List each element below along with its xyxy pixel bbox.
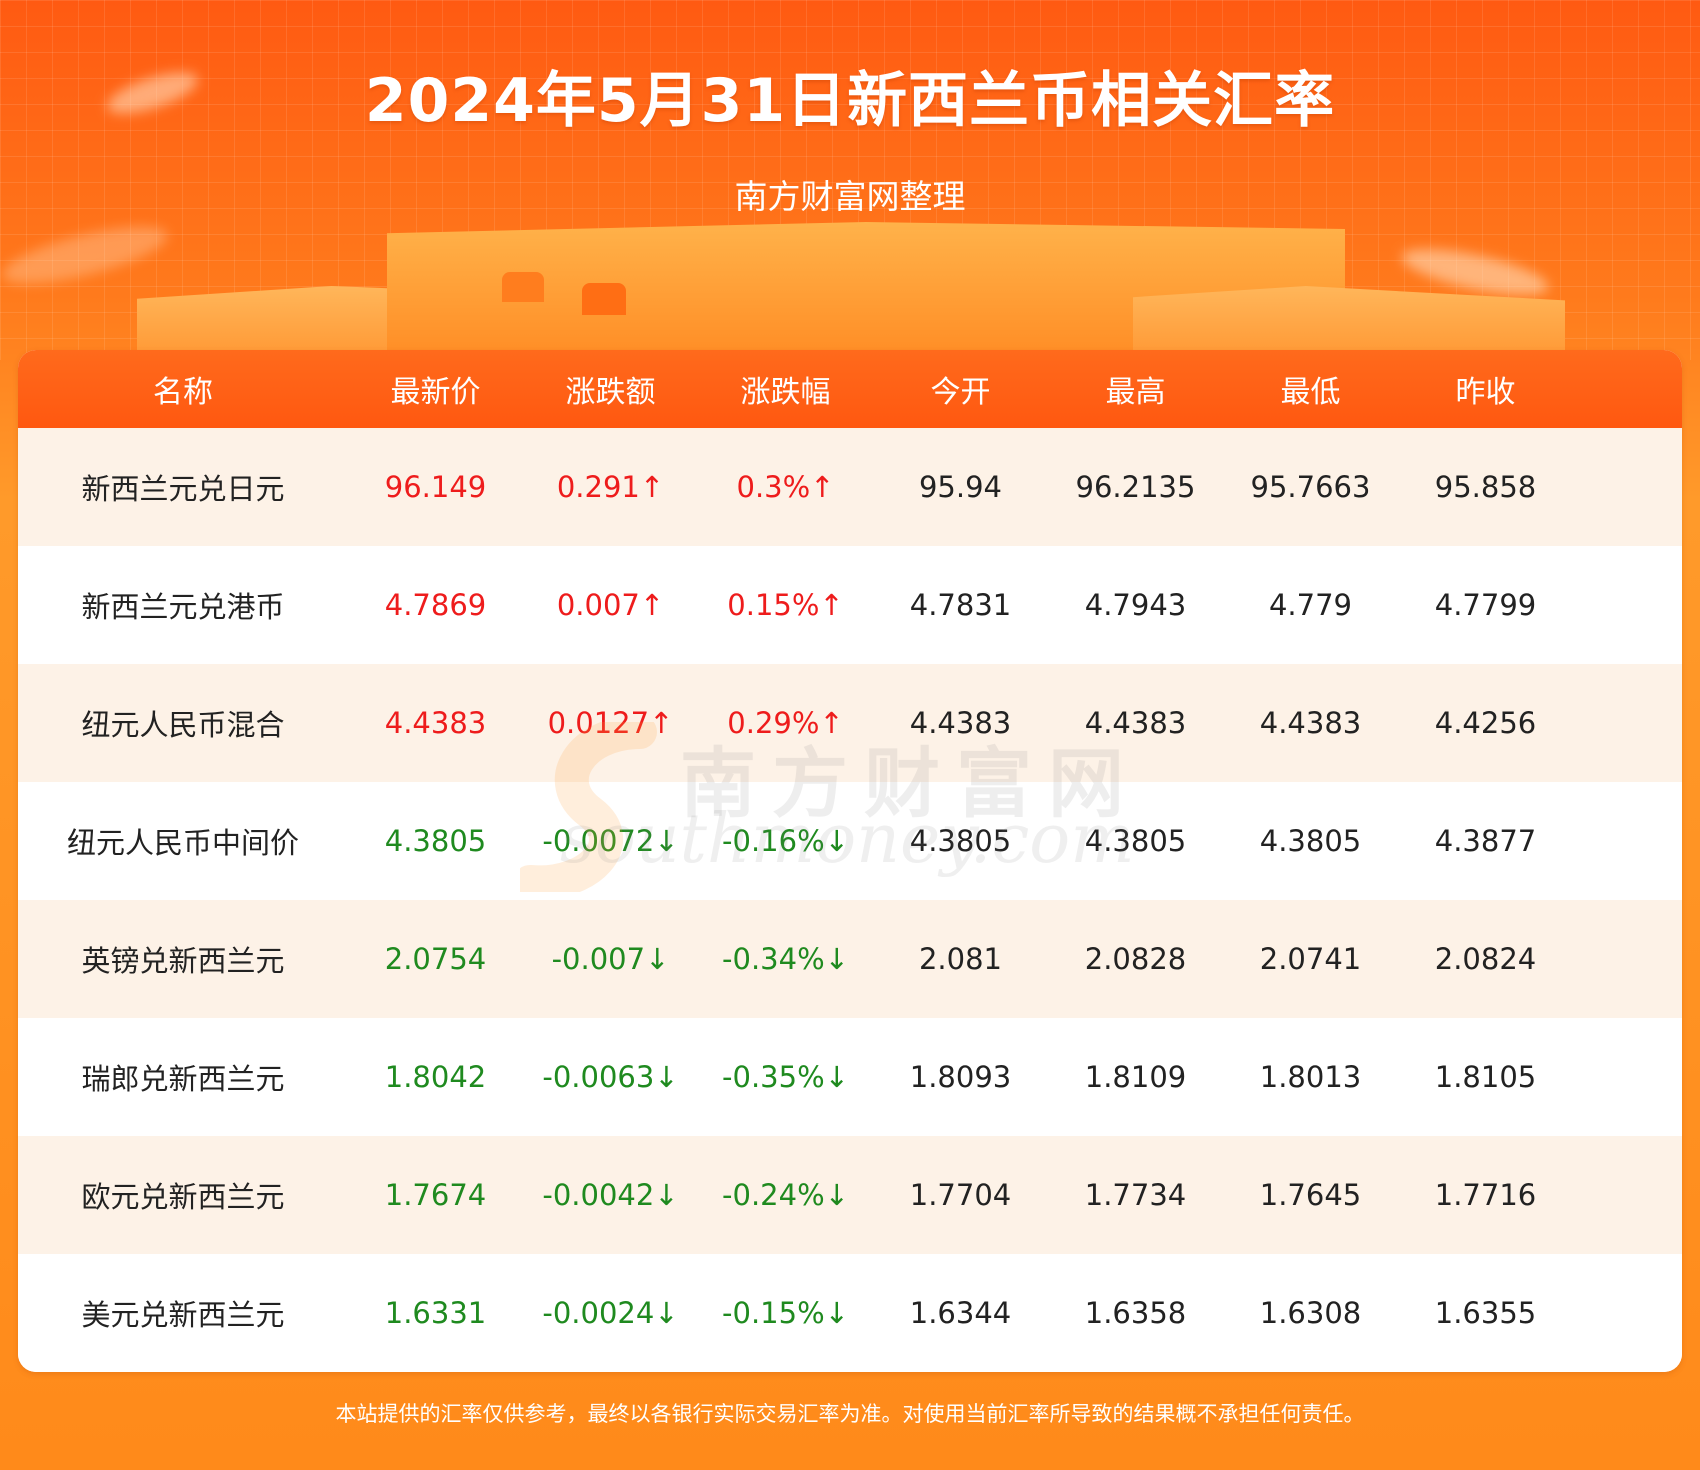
cell-price: 1.6331 — [384, 1296, 487, 1330]
cell-high: 4.7943 — [1084, 588, 1187, 622]
cell-prev-close: 4.4256 — [1434, 706, 1537, 740]
cell-open: 1.7704 — [909, 1178, 1012, 1212]
cell-open: 4.3805 — [909, 824, 1012, 858]
cell-low: 4.779 — [1268, 588, 1353, 622]
table-row: 美元兑新西兰元 1.6331 -0.0024↓ -0.15%↓ 1.6344 1… — [18, 1254, 1682, 1372]
cell-change: -0.0063↓ — [542, 1060, 679, 1094]
header-name: 名称 — [153, 375, 213, 410]
decorative-chimney — [582, 283, 626, 315]
cell-open: 1.8093 — [909, 1060, 1012, 1094]
cell-name: 新西兰元兑港币 — [81, 590, 285, 624]
cell-price: 1.7674 — [384, 1178, 487, 1212]
cell-prev-close: 4.7799 — [1434, 588, 1537, 622]
cell-price: 2.0754 — [384, 942, 487, 976]
cell-price: 4.7869 — [384, 588, 487, 622]
table-row: 新西兰元兑日元 96.149 0.291↑ 0.3%↑ 95.94 96.213… — [18, 428, 1682, 546]
cell-change-pct: 0.29%↑ — [727, 706, 844, 740]
cell-high: 2.0828 — [1084, 942, 1187, 976]
cell-change-pct: 0.15%↑ — [727, 588, 844, 622]
cell-change-pct: -0.15%↓ — [722, 1296, 849, 1330]
cell-change-pct: -0.35%↓ — [722, 1060, 849, 1094]
cell-change-pct: -0.34%↓ — [722, 942, 849, 976]
cell-name: 纽元人民币混合 — [81, 708, 285, 742]
cell-change-pct: 0.3%↑ — [736, 470, 835, 504]
table-row: 新西兰元兑港币 4.7869 0.007↑ 0.15%↑ 4.7831 4.79… — [18, 546, 1682, 664]
cell-high: 4.4383 — [1084, 706, 1187, 740]
cell-change: 0.007↑ — [556, 588, 665, 622]
cell-low: 1.7645 — [1259, 1178, 1362, 1212]
cell-prev-close: 2.0824 — [1434, 942, 1537, 976]
table-row: 纽元人民币混合 4.4383 0.0127↑ 0.29%↑ 4.4383 4.4… — [18, 664, 1682, 782]
cell-price: 4.4383 — [384, 706, 487, 740]
cell-change: -0.007↓ — [551, 942, 670, 976]
table-row: 英镑兑新西兰元 2.0754 -0.007↓ -0.34%↓ 2.081 2.0… — [18, 900, 1682, 1018]
cell-low: 4.3805 — [1259, 824, 1362, 858]
cell-low: 95.7663 — [1250, 470, 1371, 504]
cell-change: -0.0042↓ — [542, 1178, 679, 1212]
cell-change: 0.291↑ — [556, 470, 665, 504]
cell-change-pct: -0.16%↓ — [722, 824, 849, 858]
cell-price: 1.8042 — [384, 1060, 487, 1094]
cell-open: 1.6344 — [909, 1296, 1012, 1330]
header-prev-close: 昨收 — [1455, 375, 1516, 410]
header-price: 最新价 — [390, 375, 481, 410]
page-title: 2024年5月31日新西兰币相关汇率 — [364, 66, 1336, 136]
cell-low: 4.4383 — [1259, 706, 1362, 740]
table-row: 纽元人民币中间价 4.3805 -0.0072↓ -0.16%↓ 4.3805 … — [18, 782, 1682, 900]
cell-name: 新西兰元兑日元 — [81, 472, 285, 506]
cell-name: 英镑兑新西兰元 — [81, 944, 285, 978]
cell-change-pct: -0.24%↓ — [722, 1178, 849, 1212]
header-change-pct: 涨跌幅 — [740, 375, 831, 410]
cell-change: -0.0072↓ — [542, 824, 679, 858]
decorative-chimney — [502, 272, 544, 302]
cell-name: 纽元人民币中间价 — [66, 826, 299, 860]
cell-open: 4.7831 — [909, 588, 1012, 622]
cell-name: 欧元兑新西兰元 — [81, 1180, 285, 1214]
cell-price: 4.3805 — [384, 824, 487, 858]
cell-high: 96.2135 — [1075, 470, 1196, 504]
cell-high: 1.6358 — [1084, 1296, 1187, 1330]
cell-low: 1.6308 — [1259, 1296, 1362, 1330]
header-open: 今开 — [930, 375, 991, 410]
table-row: 欧元兑新西兰元 1.7674 -0.0042↓ -0.24%↓ 1.7704 1… — [18, 1136, 1682, 1254]
header-low: 最低 — [1280, 375, 1341, 410]
cell-high: 4.3805 — [1084, 824, 1187, 858]
cell-prev-close: 95.858 — [1434, 470, 1537, 504]
cell-open: 2.081 — [918, 942, 1003, 976]
cell-name: 美元兑新西兰元 — [81, 1298, 285, 1332]
cell-prev-close: 1.8105 — [1434, 1060, 1537, 1094]
cell-low: 2.0741 — [1259, 942, 1362, 976]
page-subtitle: 南方财富网整理 — [734, 177, 966, 216]
cell-change: -0.0024↓ — [542, 1296, 679, 1330]
cell-open: 95.94 — [918, 470, 1003, 504]
cell-low: 1.8013 — [1259, 1060, 1362, 1094]
cell-name: 瑞郎兑新西兰元 — [81, 1062, 285, 1096]
header-change: 涨跌额 — [565, 375, 656, 410]
cell-prev-close: 1.6355 — [1434, 1296, 1537, 1330]
cell-high: 1.7734 — [1084, 1178, 1187, 1212]
table-row: 瑞郎兑新西兰元 1.8042 -0.0063↓ -0.35%↓ 1.8093 1… — [18, 1018, 1682, 1136]
header-high: 最高 — [1105, 375, 1166, 410]
disclaimer: 本站提供的汇率仅供参考，最终以各银行实际交易汇率为准。对使用当前汇率所导致的结果… — [335, 1402, 1365, 1426]
cell-high: 1.8109 — [1084, 1060, 1187, 1094]
cell-change: 0.0127↑ — [547, 706, 674, 740]
cell-prev-close: 1.7716 — [1434, 1178, 1537, 1212]
rates-table: 名称 最新价 涨跌额 涨跌幅 今开 最高 最低 昨收 新西兰元兑日元 96.14… — [18, 350, 1682, 1372]
table-header: 名称 最新价 涨跌额 涨跌幅 今开 最高 最低 昨收 — [18, 350, 1682, 428]
cell-prev-close: 4.3877 — [1434, 824, 1537, 858]
cell-price: 96.149 — [384, 470, 487, 504]
cell-open: 4.4383 — [909, 706, 1012, 740]
